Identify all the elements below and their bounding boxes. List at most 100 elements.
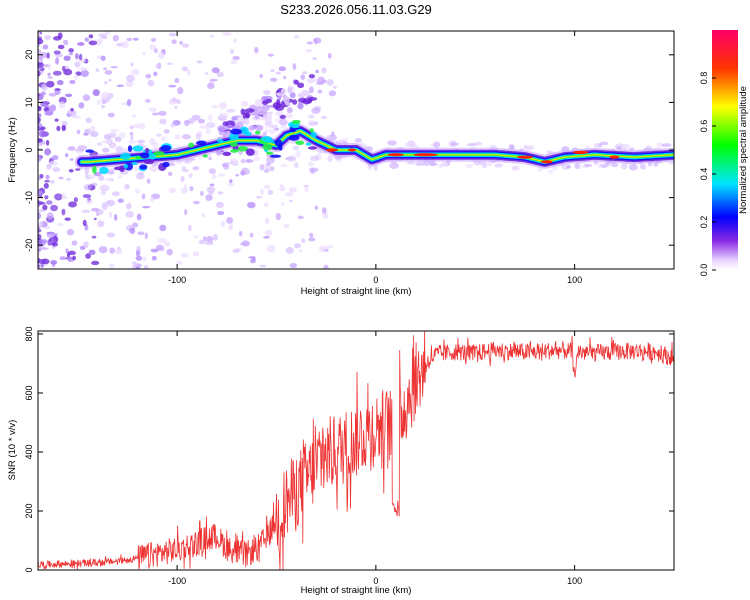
noise-blob [116, 84, 125, 88]
noise-blob [193, 200, 200, 205]
noise-blob [59, 101, 66, 109]
halo-blob [241, 168, 251, 175]
noise-blob [297, 215, 304, 220]
noise-blob [125, 211, 134, 218]
noise-blob [197, 118, 205, 124]
noise-blob [279, 186, 286, 192]
noise-blob [230, 48, 234, 55]
ridge-blob [261, 136, 273, 142]
noise-blob [259, 264, 267, 268]
halo-blob [195, 133, 202, 141]
noise-blob [189, 185, 194, 192]
noise-blob [100, 55, 106, 62]
noise-blob [111, 191, 120, 197]
streak-blob [286, 107, 293, 114]
y-tick-label: 0 [24, 147, 34, 152]
noise-blob [208, 157, 212, 161]
noise-blob [88, 249, 96, 256]
streak-blob [300, 74, 306, 80]
noise-blob [40, 247, 49, 250]
noise-blob [174, 77, 180, 84]
noise-blob [267, 189, 274, 195]
noise-blob [267, 53, 274, 57]
noise-blob [263, 89, 271, 96]
ridge-blob [230, 128, 242, 135]
halo-blob [280, 125, 288, 129]
noise-blob [39, 173, 44, 179]
noise-blob [187, 224, 192, 232]
noise-blob [88, 34, 94, 39]
noise-blob [110, 65, 118, 69]
ridge-blob [162, 161, 170, 168]
halo-blob [433, 141, 441, 148]
halo-blob [630, 165, 637, 171]
noise-blob [298, 249, 303, 253]
noise-blob [68, 52, 74, 56]
noise-blob [131, 69, 140, 76]
ridge-blob [239, 126, 249, 135]
noise-blob [91, 235, 97, 239]
noise-blob [85, 117, 92, 124]
halo-blob [90, 182, 98, 187]
halo-blob [547, 169, 554, 174]
noise-blob [142, 256, 146, 262]
halo-blob [508, 144, 515, 150]
noise-blob [69, 110, 77, 117]
noise-blob [44, 34, 51, 40]
noise-blob [117, 198, 124, 203]
ridge-blob [309, 128, 314, 133]
halo-blob [387, 140, 397, 146]
noise-blob [149, 165, 159, 173]
ridge-blob [254, 130, 261, 135]
ridge-blob [139, 164, 148, 170]
streak-blob [297, 101, 304, 110]
ridge-blob [288, 134, 300, 141]
ridge-blob [222, 151, 232, 156]
halo-blob [264, 119, 273, 126]
halo-blob [309, 155, 319, 162]
noise-blob [285, 113, 294, 119]
noise-blob [158, 110, 167, 116]
ridge-blob [131, 161, 138, 166]
halo-blob [354, 138, 362, 143]
noise-blob [50, 260, 58, 265]
noise-blob [294, 243, 301, 249]
noise-blob [200, 190, 204, 197]
noise-blob [75, 53, 79, 60]
halo-blob [486, 160, 492, 167]
colorbar-tick-label: 0.2 [699, 216, 709, 229]
halo-blob [597, 161, 603, 168]
noise-blob [85, 253, 91, 259]
noise-blob [66, 177, 72, 181]
noise-blob [65, 93, 73, 98]
noise-blob [38, 139, 44, 143]
snr-panel: -100 0 100 0 200 400 600 800 Height of straigh… [7, 326, 675, 596]
halo-blob [621, 143, 631, 150]
noise-blob [305, 48, 313, 53]
noise-blob [85, 200, 93, 204]
noise-blob [40, 100, 49, 108]
ridge-blob [230, 149, 239, 153]
noise-blob [144, 232, 148, 240]
ridge-blob [143, 158, 155, 165]
halo-blob [135, 173, 144, 180]
noise-blob [263, 236, 270, 239]
noise-blob [126, 74, 135, 83]
noise-blob [198, 239, 206, 245]
ridge-blob [160, 145, 171, 152]
noise-blob [108, 211, 113, 219]
ridge-blob [85, 149, 94, 153]
noise-blob [281, 202, 285, 207]
noise-blob [315, 81, 325, 85]
ridge-blob [120, 152, 131, 160]
noise-blob [38, 190, 44, 196]
noise-blob [270, 68, 275, 73]
halo-blob [240, 158, 246, 164]
halo-blob [294, 161, 299, 168]
noise-blob [46, 52, 50, 59]
streak-blob [275, 111, 283, 117]
ridge-hotspot [516, 155, 533, 159]
ridge-blob [188, 142, 195, 148]
halo-blob [278, 119, 288, 126]
noise-blob [47, 63, 52, 70]
